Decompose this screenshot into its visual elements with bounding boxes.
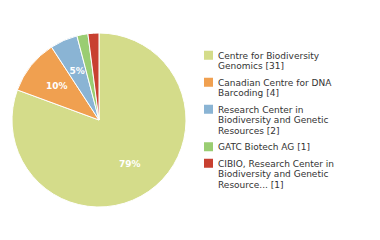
legend-item: CIBIO, Research Center inBiodiversity an…: [204, 159, 334, 190]
pie-slice: [12, 33, 186, 207]
legend-swatch: [204, 159, 213, 168]
pie: [12, 33, 186, 207]
legend-item: GATC Biotech AG [1]: [204, 142, 310, 152]
legend: Centre for BiodiversityGenomics [31] Cana…: [204, 51, 334, 190]
legend-label: Canadian Centre for DNABarcoding [4]: [218, 78, 332, 99]
legend-label: Research Center inBiodiversity and Genet…: [218, 105, 328, 136]
legend-swatch: [204, 105, 213, 114]
legend-swatch: [204, 142, 213, 151]
legend-item: Research Center inBiodiversity and Genet…: [204, 105, 328, 136]
pie-slice: [88, 33, 99, 120]
legend-swatch: [204, 78, 213, 87]
legend-item: Canadian Centre for DNABarcoding [4]: [204, 78, 332, 99]
legend-label: Centre for BiodiversityGenomics [31]: [218, 51, 320, 72]
chart: 79% 10%5% Centre for BiodiversityGenomics …: [0, 0, 380, 240]
pie-slice: [77, 34, 99, 120]
data-labels: 79% 10%5%: [46, 66, 141, 170]
data-label: 79%: [119, 159, 141, 169]
legend-label: GATC Biotech AG [1]: [218, 142, 310, 152]
legend-item: Centre for BiodiversityGenomics [31]: [204, 51, 320, 72]
legend-label: CIBIO, Research Center inBiodiversity an…: [218, 159, 334, 190]
data-label: 10%: [46, 81, 68, 91]
data-label: 5%: [70, 66, 85, 76]
legend-swatch: [204, 51, 213, 60]
